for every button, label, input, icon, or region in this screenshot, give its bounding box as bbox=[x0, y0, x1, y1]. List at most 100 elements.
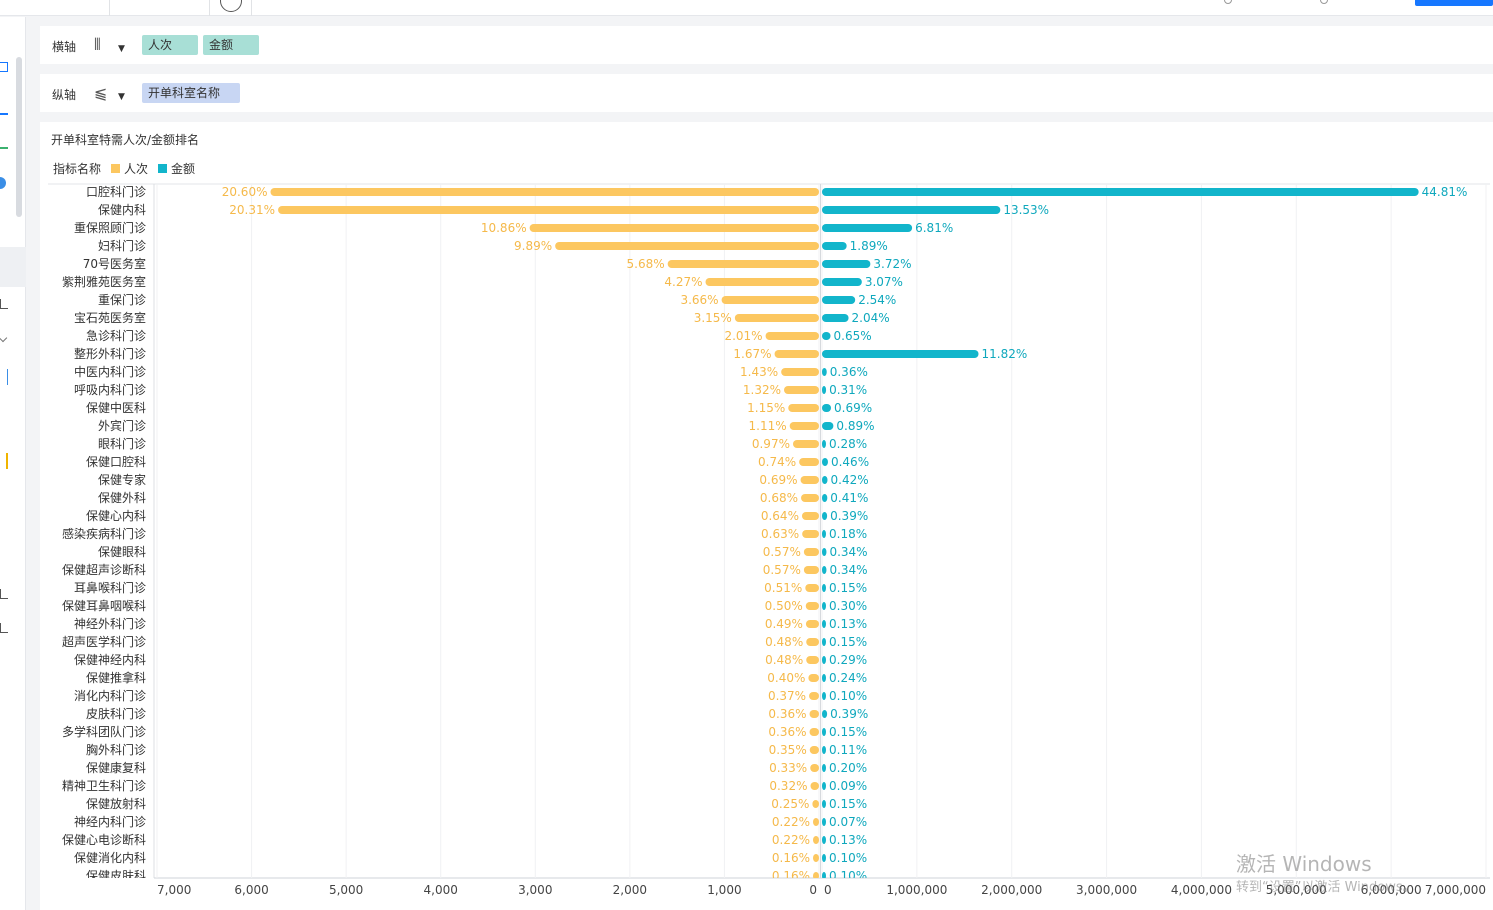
bar-amount[interactable] bbox=[822, 746, 826, 754]
sidebar-scrollbar[interactable] bbox=[16, 57, 22, 217]
bar-person[interactable] bbox=[781, 368, 819, 376]
bar-person[interactable] bbox=[812, 800, 819, 808]
primary-button[interactable] bbox=[1415, 0, 1493, 6]
bar-amount[interactable] bbox=[822, 386, 827, 394]
bar-amount[interactable] bbox=[822, 872, 826, 880]
legend-item-amount[interactable]: 金额 bbox=[171, 162, 196, 176]
bar-person[interactable] bbox=[803, 548, 819, 556]
bar-amount[interactable] bbox=[822, 368, 827, 376]
bar-person[interactable] bbox=[789, 422, 819, 430]
bar-person[interactable] bbox=[806, 656, 819, 664]
top-tab[interactable] bbox=[110, 0, 210, 16]
bar-amount[interactable] bbox=[822, 854, 826, 862]
bar-amount[interactable] bbox=[822, 188, 1419, 196]
field-icon[interactable] bbox=[0, 105, 8, 115]
bar-amount[interactable] bbox=[822, 260, 871, 268]
bar-person[interactable] bbox=[802, 530, 819, 538]
bar-amount[interactable] bbox=[822, 584, 826, 592]
bar-person[interactable] bbox=[813, 818, 819, 826]
bar-person[interactable] bbox=[705, 278, 819, 286]
bar-chart-icon[interactable] bbox=[0, 623, 8, 633]
bar-amount[interactable] bbox=[822, 458, 828, 466]
bar-amount[interactable] bbox=[822, 512, 828, 520]
bar-person[interactable] bbox=[278, 206, 820, 214]
bar-amount[interactable] bbox=[822, 800, 826, 808]
bar-person[interactable] bbox=[270, 188, 819, 196]
x-field-pill-person[interactable]: 人次 bbox=[142, 35, 198, 55]
bar-person[interactable] bbox=[808, 674, 819, 682]
bar-chart-icon[interactable] bbox=[0, 299, 8, 309]
bar-person[interactable] bbox=[801, 494, 819, 502]
bar-amount[interactable] bbox=[822, 782, 826, 790]
bar-amount[interactable] bbox=[822, 818, 826, 826]
bar-person[interactable] bbox=[813, 836, 819, 844]
pie-chart-icon[interactable] bbox=[0, 177, 6, 189]
bar-person[interactable] bbox=[734, 314, 819, 322]
bar-person[interactable] bbox=[809, 692, 819, 700]
bar-person[interactable] bbox=[784, 386, 819, 394]
bar-amount[interactable] bbox=[822, 440, 826, 448]
bar-person[interactable] bbox=[801, 512, 819, 520]
bar-amount[interactable] bbox=[822, 242, 847, 250]
y-field-pill-department[interactable]: 开单科室名称 bbox=[142, 83, 240, 103]
bar-amount[interactable] bbox=[822, 620, 826, 628]
bar-person[interactable] bbox=[721, 296, 819, 304]
bar-person[interactable] bbox=[813, 872, 819, 880]
caret-down-icon[interactable]: ▼ bbox=[118, 44, 125, 54]
bar-chart-icon[interactable] bbox=[0, 589, 8, 599]
bar-person[interactable] bbox=[805, 602, 819, 610]
bar-amount[interactable] bbox=[822, 710, 828, 718]
x-field-pill-amount[interactable]: 金额 bbox=[203, 35, 259, 55]
bar-amount[interactable] bbox=[822, 224, 913, 232]
bar-amount[interactable] bbox=[822, 296, 856, 304]
legend-item-person[interactable]: 人次 bbox=[124, 162, 149, 176]
bar-person[interactable] bbox=[774, 350, 819, 358]
bar-person[interactable] bbox=[799, 458, 819, 466]
bar-person[interactable] bbox=[810, 764, 819, 772]
top-tab[interactable] bbox=[210, 0, 252, 16]
bar-person[interactable] bbox=[788, 404, 819, 412]
bar-amount[interactable] bbox=[822, 728, 826, 736]
bar-amount[interactable] bbox=[822, 602, 826, 610]
bar-amount[interactable] bbox=[822, 494, 828, 502]
bar-amount[interactable] bbox=[822, 764, 826, 772]
top-tab[interactable] bbox=[0, 0, 110, 16]
bar-amount[interactable] bbox=[822, 350, 979, 358]
bar-person[interactable] bbox=[803, 566, 819, 574]
bar-amount[interactable] bbox=[822, 476, 828, 484]
bar-person[interactable] bbox=[809, 728, 819, 736]
bar-amount[interactable] bbox=[822, 278, 862, 286]
bar-amount[interactable] bbox=[822, 656, 826, 664]
bar-amount[interactable] bbox=[822, 332, 831, 340]
bar-person[interactable] bbox=[765, 332, 819, 340]
bar-amount[interactable] bbox=[822, 530, 826, 538]
bar-person[interactable] bbox=[529, 224, 819, 232]
bar-amount[interactable] bbox=[822, 836, 826, 844]
bar-person[interactable] bbox=[805, 584, 819, 592]
caret-down-icon[interactable]: ▼ bbox=[118, 92, 125, 102]
bar-person[interactable] bbox=[805, 620, 819, 628]
bar-amount[interactable] bbox=[822, 566, 827, 574]
bar-person[interactable] bbox=[555, 242, 819, 250]
bar-amount[interactable] bbox=[822, 404, 832, 412]
bar-person[interactable] bbox=[809, 710, 819, 718]
bar-person[interactable] bbox=[813, 854, 819, 862]
field-icon[interactable] bbox=[0, 369, 8, 385]
sidebar-selected-item[interactable] bbox=[0, 247, 26, 287]
field-icon[interactable] bbox=[0, 62, 8, 72]
bar-person[interactable] bbox=[800, 476, 819, 484]
bar-amount[interactable] bbox=[822, 692, 826, 700]
field-icon[interactable] bbox=[0, 139, 8, 149]
bar-amount[interactable] bbox=[822, 422, 834, 430]
axis-sort-icon[interactable]: ⫴ bbox=[94, 35, 101, 54]
bar-person[interactable] bbox=[792, 440, 819, 448]
field-icon[interactable] bbox=[0, 453, 8, 469]
bar-amount[interactable] bbox=[822, 314, 849, 322]
bar-person[interactable] bbox=[810, 782, 819, 790]
bar-person[interactable] bbox=[667, 260, 819, 268]
bar-amount[interactable] bbox=[822, 638, 826, 646]
bar-amount[interactable] bbox=[822, 548, 827, 556]
chevron-icon[interactable] bbox=[0, 333, 8, 343]
bar-amount[interactable] bbox=[822, 206, 1001, 214]
bar-amount[interactable] bbox=[822, 674, 826, 682]
